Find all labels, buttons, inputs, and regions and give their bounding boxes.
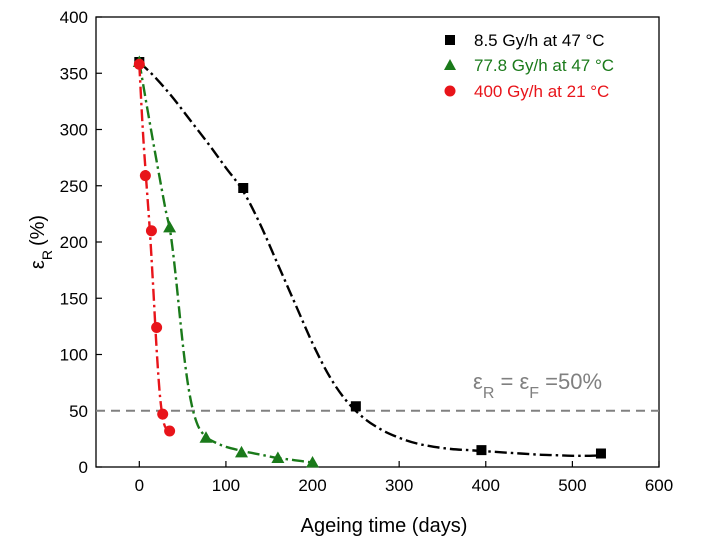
y-tick-label: 400 [60, 8, 88, 27]
y-tick-label: 50 [69, 402, 88, 421]
legend-label-2: 77.8 Gy/h at 47 °C [474, 56, 614, 75]
fit-curve-series-1 [138, 61, 603, 458]
x-tick-label: 200 [298, 476, 326, 495]
fit-curve-series-3 [138, 64, 172, 435]
data-point-series-3 [164, 425, 176, 437]
x-tick-label: 400 [472, 476, 500, 495]
axes: 0 100 200 300 400 500 600 0 50 100 150 200 250 300 350… [60, 8, 674, 495]
x-tick-label: 500 [558, 476, 586, 495]
data-point-series-1 [238, 183, 249, 193]
data-point-series-1 [595, 448, 606, 459]
data-point-series-3 [133, 58, 145, 70]
data-point-series-1 [350, 401, 361, 412]
ref-label-sub-r: R [483, 385, 495, 402]
y-tick-label: 0 [79, 458, 88, 477]
x-tick-label: 600 [645, 476, 673, 495]
data-point-series-3 [145, 225, 157, 237]
y-axis-title-sub: R [39, 250, 55, 260]
y-tick-label: 250 [60, 177, 88, 196]
data-point-series-2 [163, 220, 177, 233]
fit-curves [138, 61, 603, 464]
ref-label-part-3: =50% [539, 369, 602, 394]
legend-label-1: 8.5 Gy/h at 47 °C [474, 31, 605, 50]
reference-line-group: εR = εF =50% [96, 369, 659, 412]
data-point-series-2 [306, 456, 320, 468]
data-point-series-3 [151, 322, 163, 333]
reference-line-label: εR = εF =50% [473, 369, 602, 402]
data-point-series-3 [157, 408, 169, 420]
data-point-series-2 [235, 445, 249, 458]
legend-label-3: 400 Gy/h at 21 °C [474, 82, 609, 101]
y-axis-title: εR (%) [27, 215, 55, 269]
y-tick-label: 100 [60, 346, 88, 365]
y-tick-label: 150 [60, 289, 88, 308]
legend: 8.5 Gy/h at 47 °C 77.8 Gy/h at 47 °C 400… [444, 31, 614, 101]
legend-marker-2 [444, 59, 456, 70]
y-axis-title-main: ε [27, 260, 49, 269]
y-tick-label: 200 [60, 233, 88, 252]
y-tick-label: 300 [60, 121, 88, 140]
x-tick-label: 0 [135, 476, 144, 495]
y-tick-label: 350 [60, 64, 88, 83]
x-axis-title: Ageing time (days) [301, 515, 468, 537]
data-point-series-1 [476, 445, 487, 456]
legend-marker-1 [445, 35, 455, 45]
ref-label-part-2: = ε [494, 369, 529, 394]
data-point-series-3 [139, 170, 151, 182]
y-axis-title-unit: (%) [27, 215, 49, 246]
legend-marker-3 [444, 85, 456, 97]
fit-curve-series-2 [138, 61, 313, 464]
x-tick-label: 100 [212, 476, 240, 495]
ref-label-part-1: ε [473, 369, 483, 394]
data-point-series-2 [271, 451, 285, 463]
x-tick-label: 300 [385, 476, 413, 495]
data-point-series-2 [199, 431, 213, 443]
ref-label-sub-f: F [529, 385, 539, 402]
data-points [132, 55, 606, 468]
